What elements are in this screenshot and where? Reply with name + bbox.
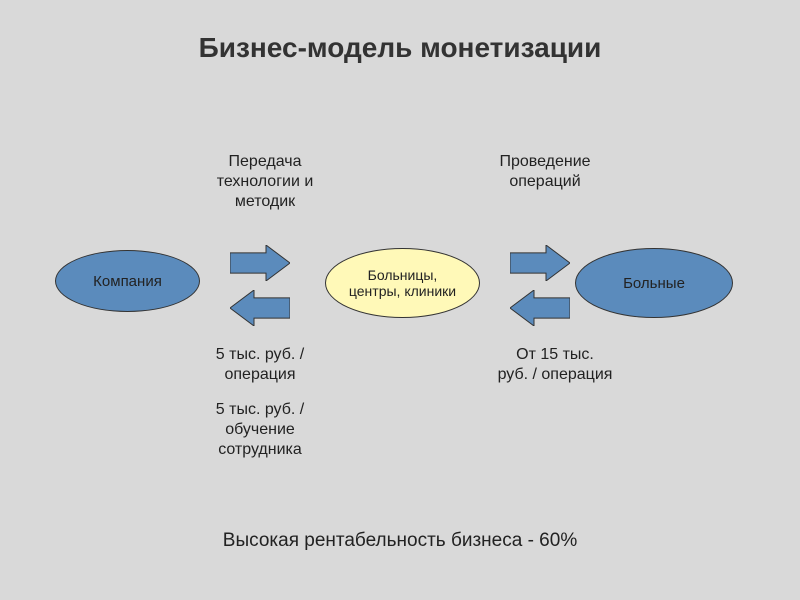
node-hospitals: Больницы, центры, клиники [325, 248, 480, 318]
label-price-training: 5 тыс. руб. / обучение сотрудника [165, 400, 355, 460]
arrow-hospitals-to-company [230, 290, 290, 326]
label-price-operation: 5 тыс. руб. / операция [165, 345, 355, 385]
arrow-patients-to-hospitals [510, 290, 570, 326]
arrow-company-to-hospitals [230, 245, 290, 281]
page-title: Бизнес-модель монетизации [0, 32, 800, 64]
node-company-label: Компания [93, 273, 162, 290]
label-price-patient: От 15 тыс. руб. / операция [455, 345, 655, 385]
node-hospitals-label: Больницы, центры, клиники [349, 267, 456, 299]
node-company: Компания [55, 250, 200, 312]
arrow-hospitals-to-patients [510, 245, 570, 281]
label-operations: Проведение операций [455, 152, 635, 192]
node-patients: Больные [575, 248, 733, 318]
node-patients-label: Больные [623, 275, 685, 292]
label-transfer-tech: Передача технологии и методик [175, 152, 355, 212]
footer-profitability: Высокая рентабельность бизнеса - 60% [0, 530, 800, 552]
